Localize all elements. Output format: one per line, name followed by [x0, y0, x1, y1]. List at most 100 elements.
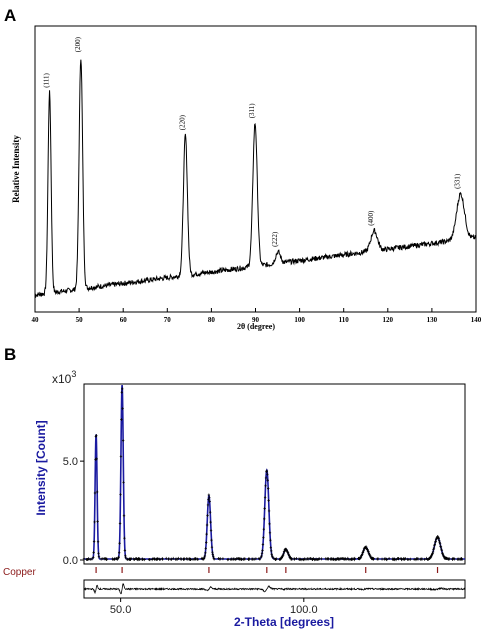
panel-b-observed-point — [210, 545, 214, 549]
panel-b-observed-point — [435, 536, 438, 540]
panel-b-observed-point — [400, 557, 403, 561]
panel-a-x-tick-label: 140 — [471, 316, 482, 324]
panel-b-y-multiplier: x103 — [52, 369, 76, 386]
panel-b-observed-point — [268, 522, 271, 526]
panel-a-diffraction-curve — [34, 59, 477, 299]
panel-b-observed-point — [452, 557, 455, 561]
panel-b-observed-point — [120, 418, 123, 422]
panel-b-observed-point — [293, 557, 296, 561]
panel-b-observed-point — [208, 500, 211, 504]
panel-a-label: A — [4, 6, 16, 25]
panel-b-observed-point — [206, 514, 209, 518]
panel-b-observed-point — [172, 556, 175, 560]
panel-a-x-label: 2θ (degree) — [237, 322, 275, 331]
panel-b-observed-point — [143, 558, 146, 562]
panel-b-observed-point — [440, 548, 444, 552]
panel-a-peak-label: (220) — [178, 114, 186, 130]
panel-b-observed-point — [272, 556, 276, 560]
panel-b-observed-point — [191, 557, 195, 561]
panel-b-observed-point — [453, 557, 456, 561]
panel-b-observed-point — [366, 548, 369, 552]
panel-b-observed-point — [165, 556, 168, 560]
panel-b-observed-point — [177, 556, 180, 560]
panel-a-x-tick-label: 130 — [427, 316, 438, 324]
panel-b-observed-point — [92, 540, 96, 544]
panel-b-y-tick-label: 5.0 — [63, 456, 78, 468]
panel-b-observed-point — [148, 558, 152, 562]
panel-b-observed-point — [211, 550, 214, 554]
panel-b-chart: x103 0.0 5.0 50.0 100.0 Copper Intensity [… — [3, 369, 466, 629]
panel-b-observed-point — [280, 556, 284, 560]
panel-a-y-label: Relative Intensity — [11, 135, 21, 203]
panel-b-observed-point — [280, 556, 283, 560]
panel-b-observed-point — [283, 549, 286, 553]
panel-b-observed-point — [393, 557, 396, 561]
panel-b-observed-point — [243, 557, 247, 561]
panel-b-observed-point — [270, 552, 273, 556]
panel-b-observed-point — [365, 545, 368, 549]
panel-b-observed-point — [210, 538, 213, 542]
panel-b-observed-point — [97, 555, 101, 559]
panel-b-observed-point — [400, 558, 404, 562]
panel-b-observed-point — [117, 555, 120, 559]
panel-b-y-axis: 0.0 5.0 — [63, 456, 84, 567]
panel-b-observed-point — [234, 557, 237, 561]
panel-b-observed-point — [212, 554, 215, 558]
panel-b-observed-point — [267, 499, 270, 503]
panel-b-observed-point — [361, 551, 364, 555]
panel-b-observed-point — [138, 557, 142, 561]
panel-b-observed-point — [262, 527, 266, 531]
panel-b-observed-point — [361, 553, 364, 557]
panel-b-observed-point — [437, 537, 440, 541]
panel-b-observed-point — [161, 557, 164, 561]
panel-b-observed-point — [367, 550, 370, 554]
panel-b-observed-point — [385, 558, 389, 562]
panel-b-observed-point — [304, 557, 308, 561]
panel-b-observed-point — [309, 556, 313, 560]
panel-b-observed-point — [208, 496, 211, 500]
panel-b-observed-point — [432, 546, 436, 550]
panel-b-observed-point — [97, 551, 100, 555]
panel-b-observed-point — [448, 557, 451, 561]
panel-b-observed-point — [320, 557, 323, 561]
panel-b-observed-point — [95, 434, 98, 438]
panel-b-observed-point — [212, 557, 216, 561]
panel-b-observed-point — [167, 557, 170, 561]
panel-b-x-tick-label: 100.0 — [290, 604, 318, 616]
panel-b-observed-point — [92, 555, 95, 559]
panel-b-observed-point — [434, 539, 437, 543]
panel-b-observed-point — [258, 557, 262, 561]
panel-b-observed-point — [124, 556, 127, 560]
panel-a-x-axis: 40 50 60 70 80 90 100 110 120 130 140 — [32, 308, 482, 324]
panel-b-observed-point — [247, 557, 251, 561]
panel-b-observed-point — [380, 557, 384, 561]
panel-b-observed-point — [206, 503, 210, 507]
panel-b-observed-point — [282, 552, 285, 556]
panel-b-observed-point — [196, 557, 200, 561]
panel-b-observed-point — [226, 557, 230, 561]
panel-b-observed-point — [129, 556, 133, 560]
panel-b-observed-point — [205, 540, 208, 544]
panel-b-observed-point — [326, 557, 330, 561]
panel-b-observed-point — [167, 557, 171, 561]
panel-b-observed-point — [138, 557, 141, 561]
panel-b-observed-point — [205, 523, 209, 527]
panel-b-observed-point — [262, 536, 265, 540]
panel-b-observed-point — [92, 550, 95, 554]
panel-b-observed-point — [442, 555, 446, 559]
panel-b-observed-point — [141, 557, 144, 561]
panel-b-observed-point — [185, 557, 188, 561]
panel-b-observed-point — [324, 557, 327, 561]
panel-a-peak-label: (111) — [43, 72, 51, 87]
panel-b-observed-point — [270, 549, 273, 553]
panel-b-observed-point — [158, 557, 162, 561]
panel-a-x-tick-label: 90 — [252, 316, 260, 324]
panel-b-observed-point — [219, 557, 222, 561]
panel-b-observed-point — [124, 554, 127, 558]
panel-b-observed-point — [362, 549, 365, 553]
panel-b-observed-point — [366, 549, 370, 553]
panel-b-observed-point — [359, 555, 363, 559]
panel-b-observed-point — [204, 551, 207, 555]
panel-b-observed-point — [121, 439, 125, 443]
